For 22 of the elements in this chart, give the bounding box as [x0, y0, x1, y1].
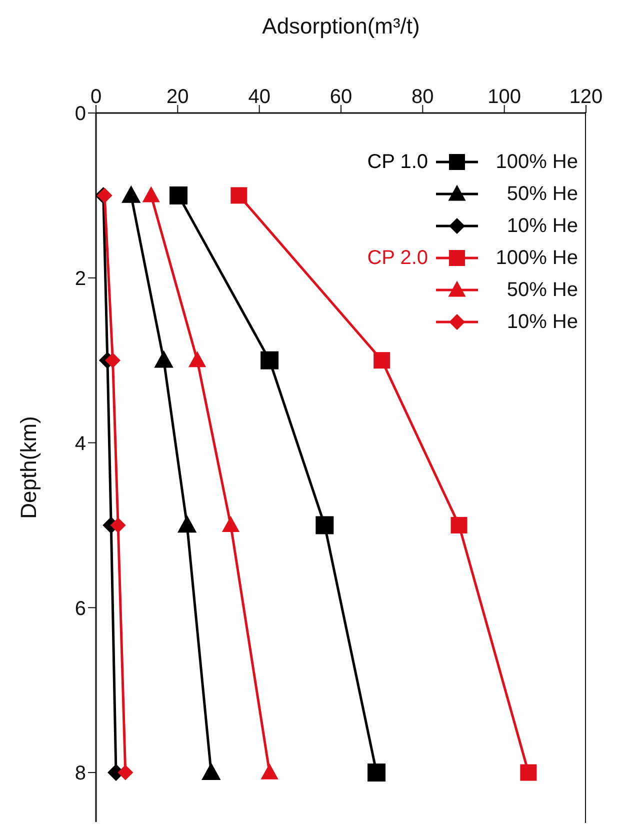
- x-tick-label: 60: [330, 86, 352, 108]
- x-tick-label: 80: [412, 86, 434, 108]
- x-axis-title: Adsorption(m³/t): [262, 14, 420, 39]
- x-tick-label: 40: [248, 86, 270, 108]
- legend-label: 50% He: [506, 182, 578, 206]
- y-tick-label: 8: [74, 762, 86, 785]
- legend-label: 10% He: [506, 310, 578, 334]
- annotation: CP 2.0: [367, 246, 428, 270]
- y-tick-label: 4: [74, 432, 86, 455]
- legend-label: 100% He: [494, 246, 578, 270]
- x-tick-label: 100: [488, 86, 522, 108]
- y-tick-label: 2: [74, 268, 86, 290]
- annotation: CP 1.0: [367, 150, 428, 174]
- legend-label: 100% He: [494, 150, 578, 174]
- y-tick-label: 6: [74, 598, 86, 620]
- y-axis-title: Depth(km): [16, 416, 41, 519]
- x-tick-label: 120: [569, 86, 603, 108]
- x-tick-label: 20: [166, 86, 189, 108]
- x-tick-label: 0: [90, 86, 102, 108]
- y-tick-label: 0: [74, 103, 86, 126]
- legend-label: 10% He: [506, 214, 578, 238]
- legend-label: 50% He: [506, 278, 578, 302]
